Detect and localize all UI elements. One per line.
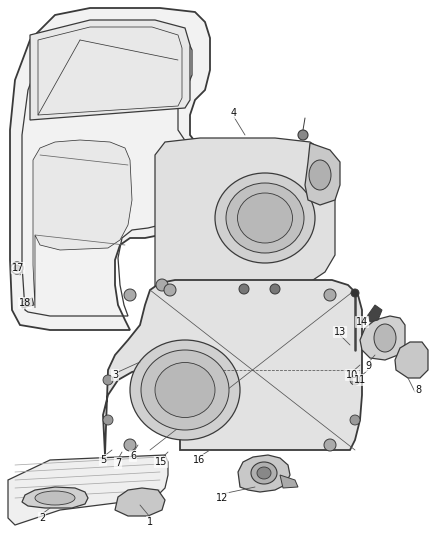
Text: 14: 14 [356,317,368,327]
Circle shape [298,130,308,140]
Circle shape [270,284,280,294]
Ellipse shape [237,193,293,243]
Circle shape [350,375,360,385]
Circle shape [164,284,176,296]
Text: 12: 12 [216,493,228,503]
Ellipse shape [155,362,215,417]
Text: 15: 15 [155,457,167,467]
Circle shape [103,375,113,385]
Text: 3: 3 [112,370,118,380]
Text: 1: 1 [147,517,153,527]
Text: 7: 7 [115,458,121,468]
Polygon shape [103,280,362,455]
Ellipse shape [130,340,240,440]
Circle shape [351,289,359,297]
Ellipse shape [215,173,315,263]
Circle shape [156,279,168,291]
Circle shape [103,415,113,425]
Polygon shape [22,298,34,308]
Ellipse shape [374,324,396,352]
Polygon shape [238,455,290,492]
Text: 16: 16 [193,455,205,465]
Ellipse shape [226,183,304,253]
Ellipse shape [35,491,75,505]
Circle shape [350,415,360,425]
Circle shape [239,284,249,294]
Text: 5: 5 [100,455,106,465]
Text: 18: 18 [19,298,31,308]
Polygon shape [115,488,165,516]
Polygon shape [155,138,335,290]
Polygon shape [8,455,168,525]
Circle shape [124,439,136,451]
Circle shape [324,289,336,301]
Text: 2: 2 [39,513,45,523]
Text: 11: 11 [354,375,366,385]
Polygon shape [22,487,88,508]
Polygon shape [305,143,340,205]
Polygon shape [30,20,190,120]
Polygon shape [33,140,132,308]
Ellipse shape [141,350,229,430]
Text: 10: 10 [346,370,358,380]
Circle shape [324,439,336,451]
Polygon shape [395,342,428,378]
Ellipse shape [309,160,331,190]
Ellipse shape [257,467,271,479]
Polygon shape [360,316,405,360]
Circle shape [11,262,23,274]
Circle shape [14,265,20,271]
Ellipse shape [251,462,277,484]
Polygon shape [280,475,298,488]
Polygon shape [368,305,382,322]
Text: 6: 6 [130,451,136,461]
Circle shape [124,289,136,301]
Polygon shape [10,8,210,330]
Text: 17: 17 [12,263,24,273]
Text: 4: 4 [231,108,237,118]
Text: 13: 13 [334,327,346,337]
Text: 9: 9 [365,361,371,371]
Text: 8: 8 [415,385,421,395]
